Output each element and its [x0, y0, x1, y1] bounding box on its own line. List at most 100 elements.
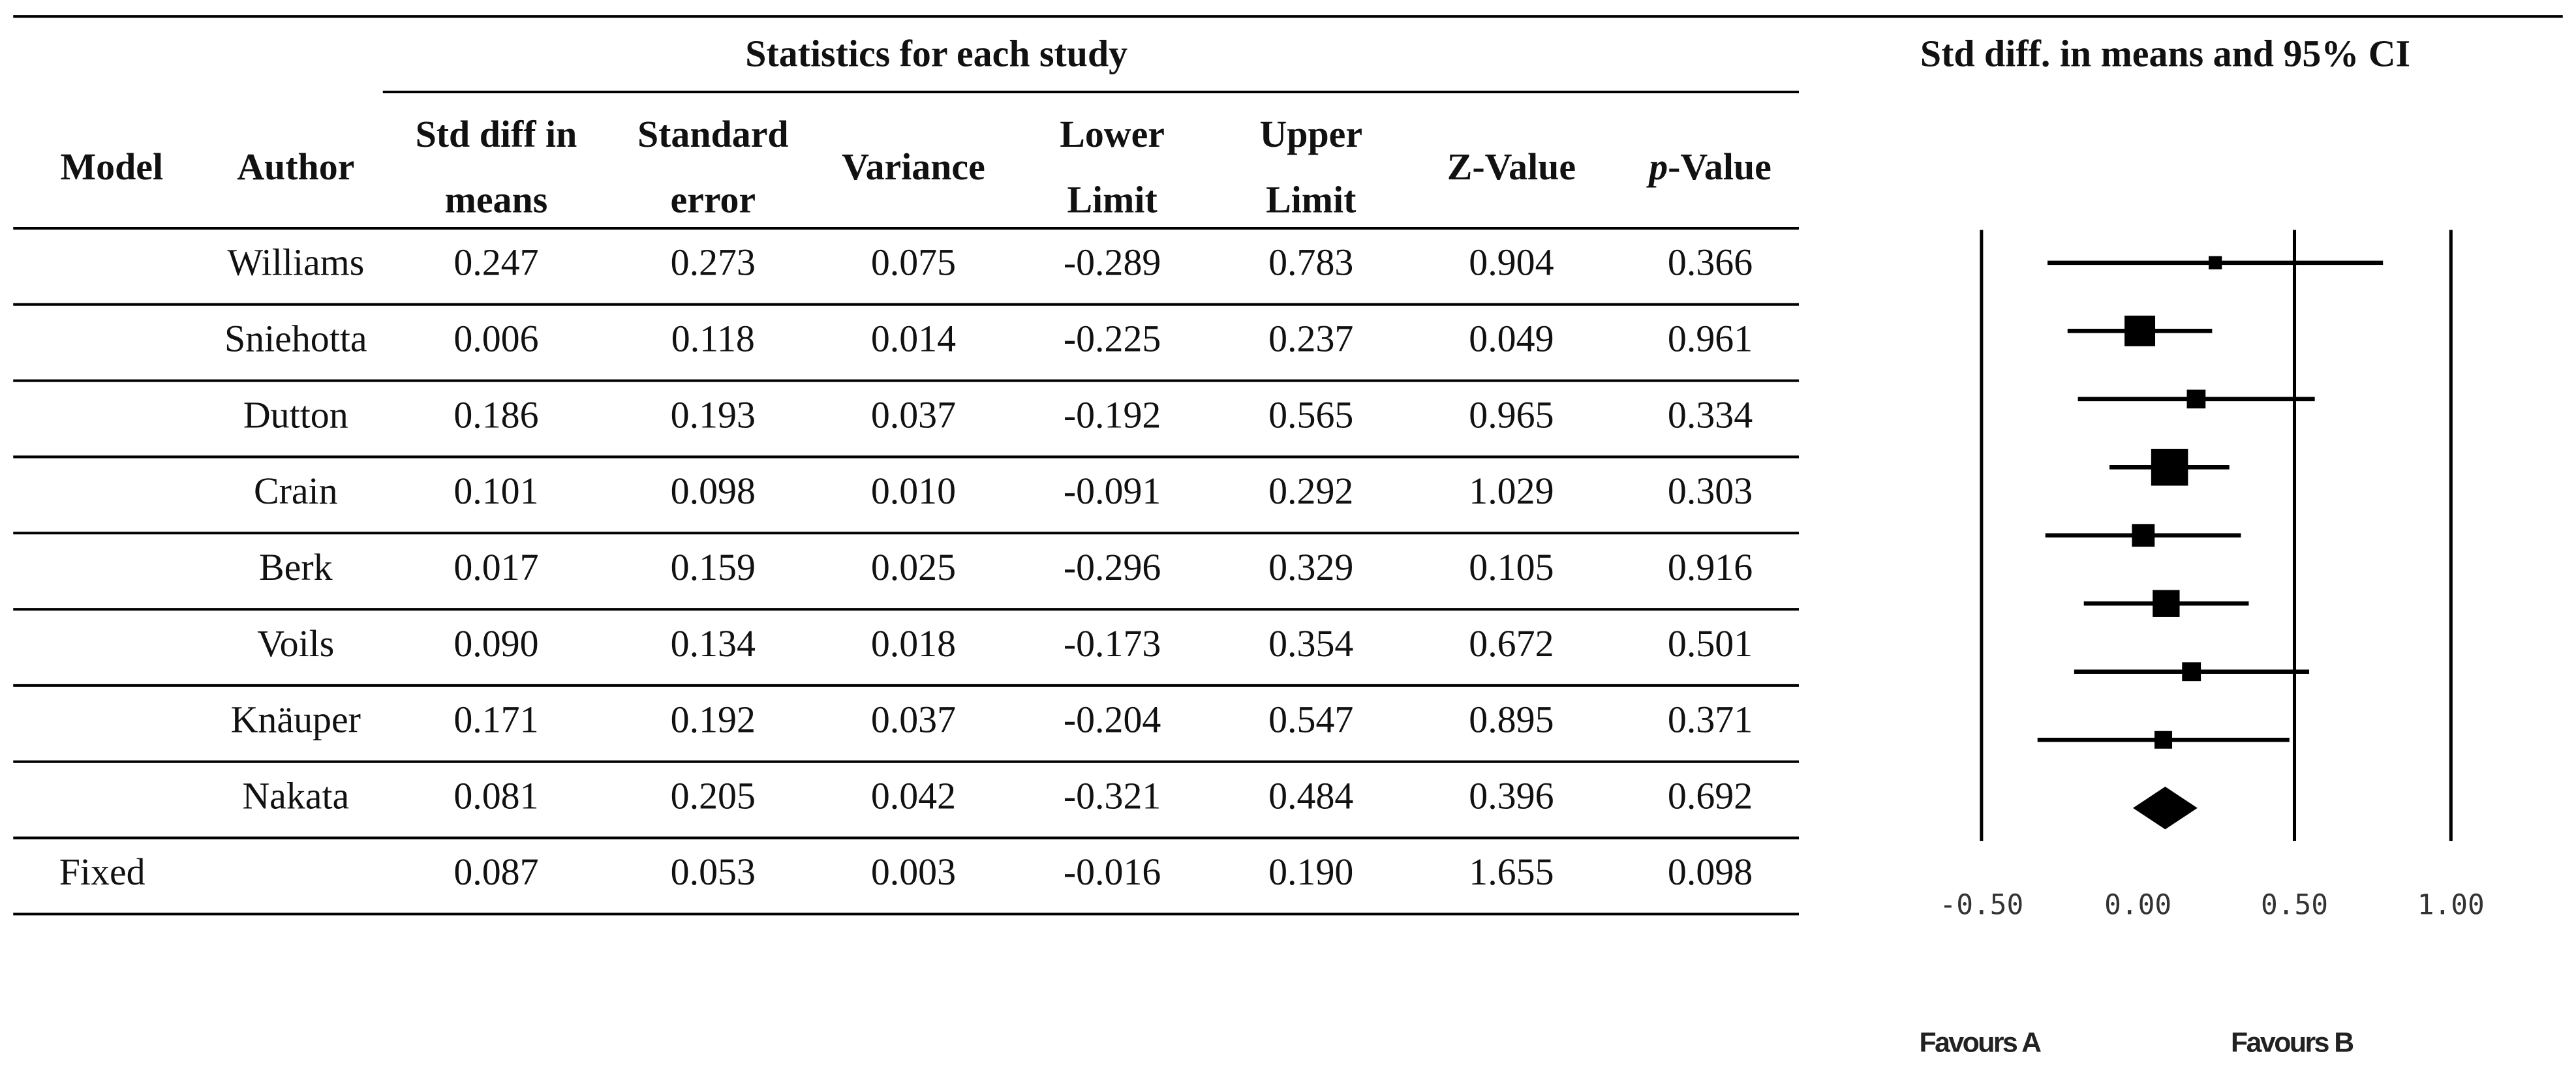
effect-square [2151, 449, 2188, 486]
column-header: Limit [1266, 178, 1357, 220]
value-cell: 0.053 [671, 851, 756, 893]
value-cell: 0.190 [1268, 851, 1353, 893]
column-header: Limit [1067, 178, 1158, 220]
column-header: Variance [842, 145, 985, 188]
effect-square [2124, 315, 2156, 346]
value-cell: 0.672 [1469, 622, 1554, 665]
author-cell: Nakata [242, 774, 349, 817]
value-cell: 0.186 [453, 393, 538, 436]
column-header: Z-Value [1447, 145, 1576, 188]
value-cell: 0.247 [453, 241, 538, 284]
value-cell: 0.371 [1668, 699, 1753, 741]
effect-square [2186, 389, 2206, 409]
column-header: means [445, 178, 548, 220]
effect-square [2153, 590, 2180, 617]
value-cell: 0.547 [1268, 699, 1353, 741]
value-cell: 0.334 [1668, 393, 1753, 436]
value-cell: 0.354 [1268, 622, 1353, 665]
author-cell: Crain [254, 470, 338, 512]
value-cell: -0.016 [1064, 851, 1161, 893]
value-cell: 0.396 [1469, 774, 1554, 817]
value-cell: 0.003 [871, 851, 956, 893]
value-cell: 0.037 [871, 699, 956, 741]
column-header: p-Value [1646, 145, 1771, 188]
x-tick-label: 0.00 [2104, 888, 2171, 921]
column-header-italic: p [1646, 145, 1668, 188]
favours-right: Favours B [2231, 1027, 2353, 1059]
value-cell: -0.289 [1064, 241, 1161, 284]
value-cell: 0.484 [1268, 774, 1353, 817]
value-cell: 0.692 [1668, 774, 1753, 817]
value-cell: 0.049 [1469, 317, 1554, 359]
x-tick-label: 1.00 [2417, 888, 2485, 921]
value-cell: 0.037 [871, 393, 956, 436]
value-cell: 0.134 [671, 622, 756, 665]
x-tick-label: -0.50 [1939, 888, 2023, 921]
effect-square [2182, 662, 2201, 682]
group-title: Statistics for each study [745, 32, 1127, 74]
value-cell: 0.087 [453, 851, 538, 893]
value-cell: 0.042 [871, 774, 956, 817]
value-cell: 0.237 [1268, 317, 1353, 359]
value-cell: 0.565 [1268, 393, 1353, 436]
value-cell: 0.010 [871, 470, 956, 512]
author-cell: Sniehotta [224, 317, 367, 359]
column-header: Upper [1259, 113, 1362, 155]
plot-title: Std diff. in means and 95% CI [1920, 32, 2410, 74]
value-cell: 0.101 [453, 470, 538, 512]
value-cell: -0.225 [1064, 317, 1161, 359]
value-cell: 0.171 [453, 699, 538, 741]
value-cell: -0.173 [1064, 622, 1161, 665]
value-cell: 0.292 [1268, 470, 1353, 512]
value-cell: -0.192 [1064, 393, 1161, 436]
value-cell: 0.501 [1668, 622, 1753, 665]
effect-square [2132, 524, 2155, 547]
column-header: Model [61, 145, 164, 188]
value-cell: 0.192 [671, 699, 756, 741]
value-cell: 0.018 [871, 622, 956, 665]
effect-square [2154, 731, 2173, 749]
value-cell: -0.204 [1064, 699, 1161, 741]
value-cell: 0.159 [671, 546, 756, 588]
value-cell: 1.029 [1469, 470, 1554, 512]
value-cell: 0.916 [1668, 546, 1753, 588]
value-cell: 0.366 [1668, 241, 1753, 284]
column-header: Std diff in [416, 113, 577, 155]
pooled-diamond [2133, 786, 2198, 830]
value-cell: 0.090 [453, 622, 538, 665]
value-cell: 0.081 [453, 774, 538, 817]
value-cell: 0.303 [1668, 470, 1753, 512]
column-header: Author [237, 145, 354, 188]
column-header: Standard [637, 113, 789, 155]
value-cell: 0.006 [453, 317, 538, 359]
value-cell: 0.098 [1668, 851, 1753, 893]
value-cell: 0.075 [871, 241, 956, 284]
author-cell: Williams [227, 241, 364, 284]
favours-left: Favours A [1919, 1027, 2041, 1059]
value-cell: 0.205 [671, 774, 756, 817]
effect-square [2209, 256, 2222, 269]
value-cell: 0.098 [671, 470, 756, 512]
value-cell: 0.783 [1268, 241, 1353, 284]
author-cell: Voils [257, 622, 334, 665]
value-cell: 0.895 [1469, 699, 1554, 741]
value-cell: 0.118 [671, 317, 755, 359]
value-cell: 0.904 [1469, 241, 1554, 284]
value-cell: 0.017 [453, 546, 538, 588]
value-cell: 0.329 [1268, 546, 1353, 588]
value-cell: 0.193 [671, 393, 756, 436]
column-header: error [670, 178, 756, 220]
value-cell: 1.655 [1469, 851, 1554, 893]
value-cell: -0.296 [1064, 546, 1161, 588]
x-tick-label: 0.50 [2261, 888, 2328, 921]
author-cell: Berk [259, 546, 333, 588]
value-cell: 0.273 [671, 241, 756, 284]
model-cell: Fixed [59, 851, 146, 893]
author-cell: Dutton [243, 393, 348, 436]
value-cell: -0.091 [1064, 470, 1161, 512]
value-cell: 0.105 [1469, 546, 1554, 588]
value-cell: 0.961 [1668, 317, 1753, 359]
value-cell: -0.321 [1064, 774, 1161, 817]
